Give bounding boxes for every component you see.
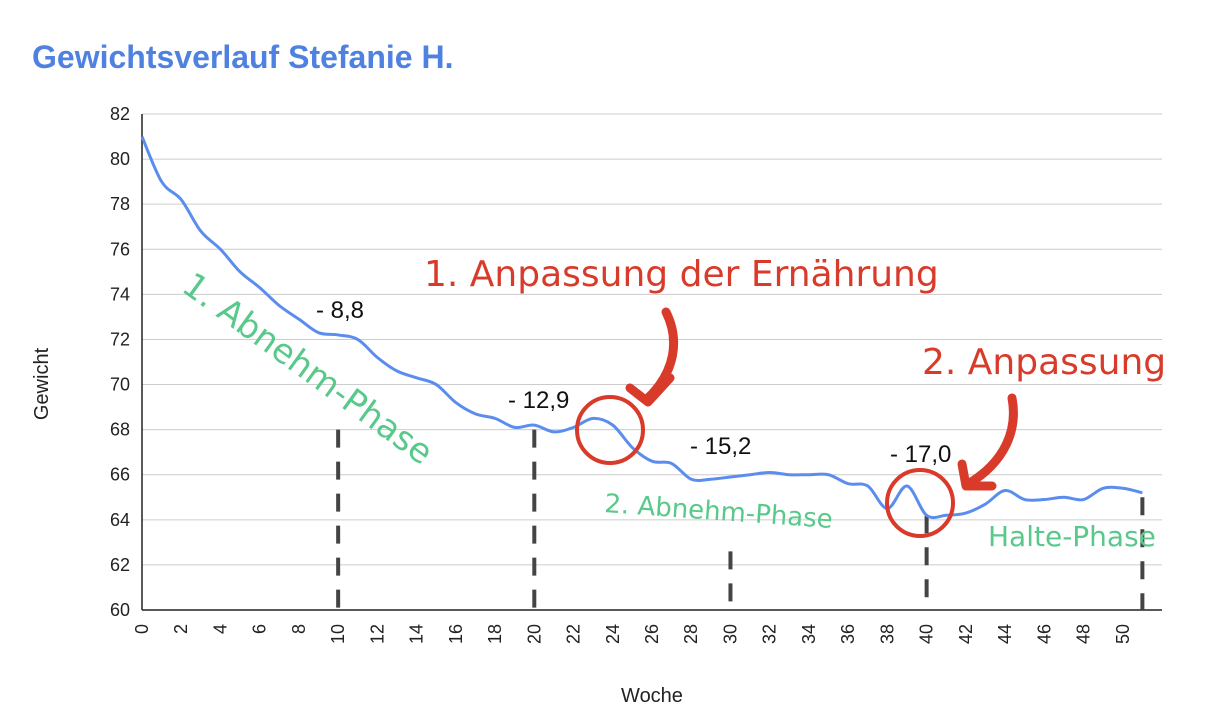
series-line-group xyxy=(140,135,1143,520)
x-tick-label: 42 xyxy=(956,624,976,644)
x-tick-label: 30 xyxy=(720,624,740,644)
adjust2-label: 2. Anpassung xyxy=(922,342,1166,383)
y-tick-label: 66 xyxy=(110,465,130,485)
x-tick-label: 6 xyxy=(250,624,270,634)
x-tick-label: 26 xyxy=(642,624,662,644)
x-tick-label: 48 xyxy=(1074,624,1094,644)
x-axis-title: Woche xyxy=(621,685,683,707)
x-tick-label: 20 xyxy=(524,624,544,644)
x-tick-label: 50 xyxy=(1113,624,1133,644)
weight-loss-label: - 12,9 xyxy=(508,387,569,414)
adjust2-circle xyxy=(885,468,955,538)
gridlines xyxy=(141,113,1162,611)
weight-loss-label: - 8,8 xyxy=(316,297,364,324)
x-tick-label: 10 xyxy=(328,624,348,644)
y-tick-label: 64 xyxy=(110,510,130,530)
y-tick-label: 60 xyxy=(110,600,130,620)
chart-title: Gewichtsverlauf Stefanie H. xyxy=(32,39,453,75)
x-tick-label: 0 xyxy=(132,624,152,634)
y-tick-label: 62 xyxy=(110,555,130,575)
y-tick-label: 72 xyxy=(110,329,130,349)
x-tick-label: 32 xyxy=(760,624,780,644)
x-tick-labels: 0 2 4 6 8 10 12 14 16 18 20 22 24 26 28 30 32 34 36 38 40 42 4… xyxy=(132,624,1133,644)
adjust1-label: 1. Anpassung der Ernährung xyxy=(424,254,939,295)
adjust1-arrowhead xyxy=(625,373,675,407)
callouts xyxy=(575,307,1018,538)
phase-dividers xyxy=(336,429,1145,610)
y-tick-label: 68 xyxy=(110,420,130,440)
x-tick-label: 22 xyxy=(564,624,584,644)
x-tick-label: 2 xyxy=(171,624,191,634)
adjust2-arrowhead xyxy=(957,459,997,491)
x-tick-label: 28 xyxy=(681,624,701,644)
phase3-label: Halte-Phase xyxy=(988,520,1156,553)
x-tick-label: 44 xyxy=(995,624,1015,644)
y-tick-labels: 60 62 64 66 68 70 72 74 76 78 80 82 xyxy=(110,104,130,620)
phase2-label: 2. Abnehm-Phase xyxy=(604,489,834,535)
x-tick-label: 36 xyxy=(838,624,858,644)
weight-loss-label: - 17,0 xyxy=(890,441,951,468)
x-tick-label: 4 xyxy=(210,624,230,634)
x-tick-label: 46 xyxy=(1034,624,1054,644)
x-tick-label: 34 xyxy=(799,624,819,644)
weight-loss-labels: - 8,8 - 12,9 - 15,2 - 17,0 xyxy=(316,297,951,468)
x-tick-label: 40 xyxy=(917,624,937,644)
y-tick-label: 82 xyxy=(110,104,130,124)
adjust1-circle xyxy=(575,395,645,465)
x-tick-label: 38 xyxy=(877,624,897,644)
y-tick-label: 74 xyxy=(110,284,130,304)
x-tick-label: 16 xyxy=(446,624,466,644)
adjust2-arrow xyxy=(963,393,1018,489)
x-tick-label: 18 xyxy=(485,624,505,644)
x-tick-label: 24 xyxy=(603,624,623,644)
y-tick-label: 78 xyxy=(110,194,130,214)
phase1-label: 1. Abnehm-Phase xyxy=(175,265,440,473)
y-axis-title: Gewicht xyxy=(31,347,53,420)
y-tick-label: 70 xyxy=(110,375,130,395)
x-tick-label: 14 xyxy=(407,624,427,644)
x-tick-label: 12 xyxy=(367,624,387,644)
y-tick-label: 80 xyxy=(110,149,130,169)
series-line xyxy=(140,135,1143,520)
x-tick-label: 8 xyxy=(289,624,309,634)
weight-loss-label: - 15,2 xyxy=(690,433,751,460)
y-tick-label: 76 xyxy=(110,239,130,259)
